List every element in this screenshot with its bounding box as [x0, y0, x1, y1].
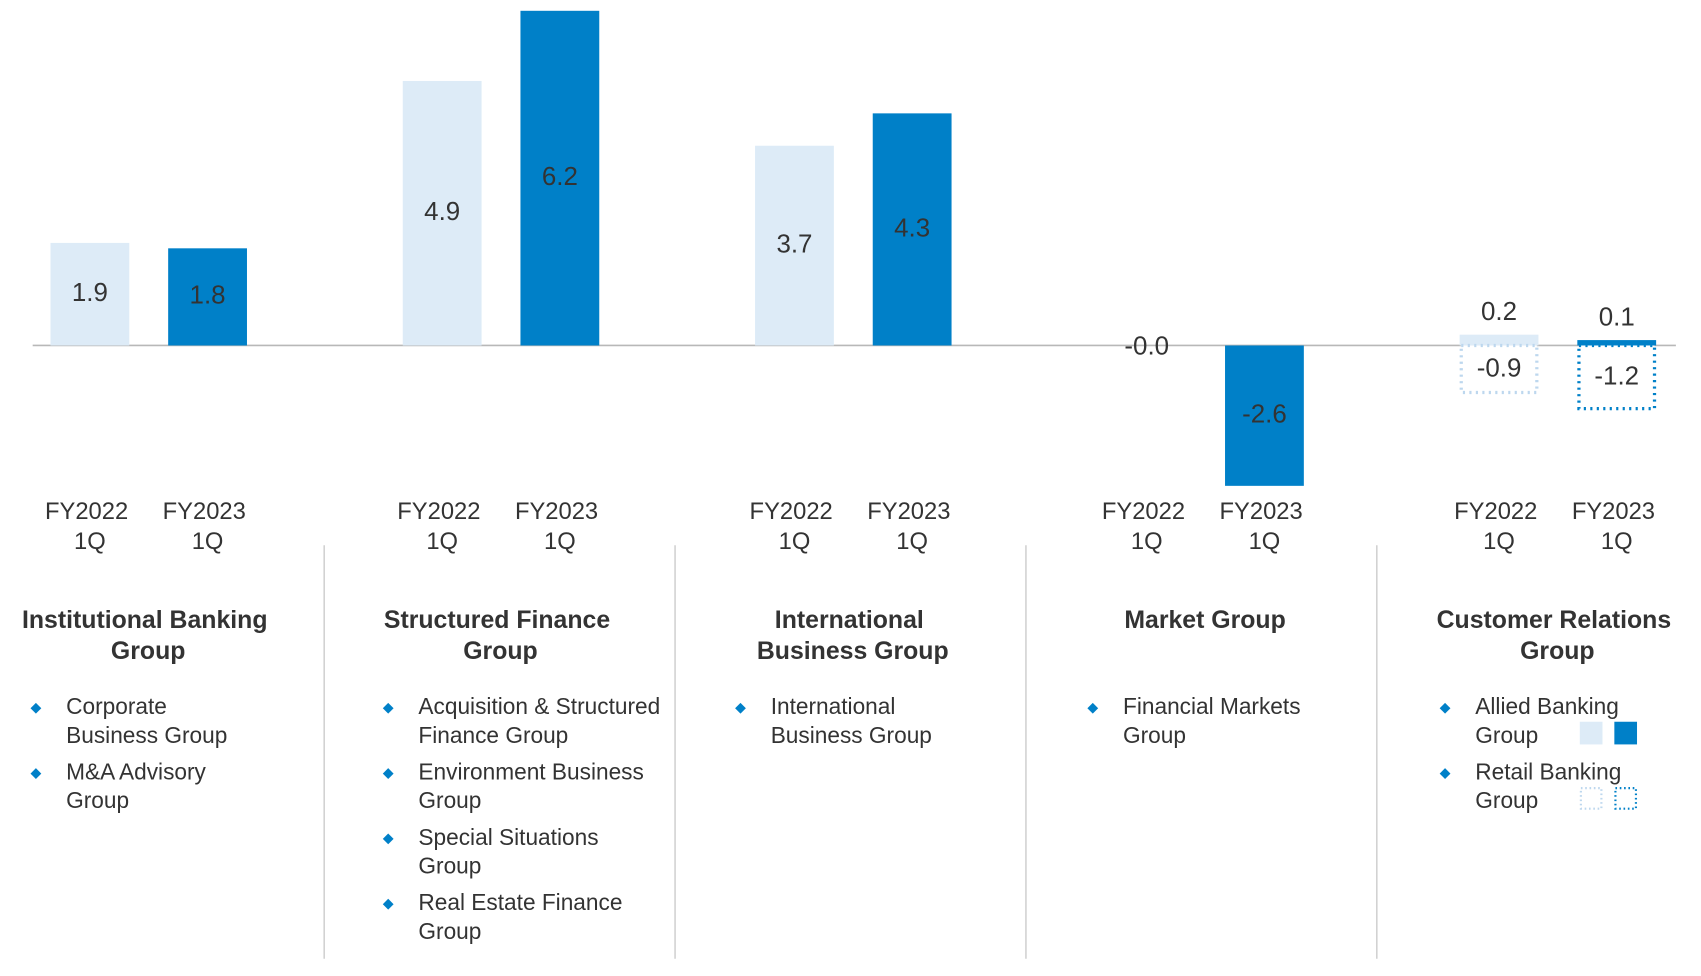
value-label: 0.1: [1599, 303, 1635, 331]
bar: [872, 113, 952, 346]
bar: [755, 145, 834, 346]
group-item: Allied Banking Group: [1475, 693, 1625, 748]
legend-swatch: [1614, 721, 1638, 745]
x-tick-label: FY2023 1Q: [163, 498, 253, 555]
group-item: Special Situations Group: [418, 824, 604, 879]
group-name: Institutional Banking Group: [22, 606, 274, 664]
value-label: -0.0: [1124, 332, 1169, 360]
x-tick-label: FY2023 1Q: [1220, 498, 1310, 555]
x-tick-label: FY2022 1Q: [1102, 498, 1192, 555]
group-item: Financial Markets Group: [1123, 693, 1307, 748]
bullet: [1087, 702, 1099, 714]
bar: [402, 80, 482, 346]
dividers: [323, 545, 1378, 959]
x-tick-label: FY2023 1Q: [867, 498, 957, 555]
bullet: [735, 702, 746, 714]
value-label: -1.2: [1594, 363, 1639, 391]
x-tick-label: FY2022 1Q: [45, 498, 135, 555]
bullet: [382, 898, 394, 910]
group-item: Acquisition & Structured Finance Group: [418, 693, 666, 748]
bullet: [382, 768, 394, 779]
group-item: M&A Advisory Group: [66, 759, 212, 814]
legend-swatch: [1614, 787, 1638, 810]
value-label: 6.2: [542, 163, 578, 191]
group-item: International Business Group: [771, 693, 932, 748]
x-tick-label: FY2022 1Q: [397, 498, 487, 555]
group-name: Market Group: [1124, 606, 1285, 633]
x-tick-label: FY2023 1Q: [515, 498, 605, 555]
group-item: Corporate Business Group: [66, 693, 227, 748]
bullet: [382, 702, 394, 714]
legend-swatch: [1579, 787, 1603, 810]
value-label: -0.9: [1477, 355, 1522, 383]
bar: [168, 248, 247, 346]
group-name: Structured Finance Group: [384, 606, 617, 664]
x-tick-label: FY2022 1Q: [1454, 498, 1544, 555]
bar: [1577, 343, 1657, 411]
bar: [1225, 345, 1304, 486]
group-item: Environment Business Group: [418, 759, 650, 814]
bullet: [382, 833, 394, 845]
group-name: Customer Relations Group: [1437, 606, 1678, 664]
value-label: 4.3: [894, 214, 930, 242]
value-label: -2.6: [1242, 401, 1287, 429]
value-label: 0.2: [1481, 298, 1517, 326]
bullet: [30, 768, 42, 779]
x-tick-label: FY2023 1Q: [1572, 498, 1662, 555]
legend-swatch: [1579, 721, 1603, 745]
value-label: 4.9: [424, 198, 460, 226]
bullet: [30, 702, 42, 714]
bar: [50, 242, 130, 346]
bar: [520, 10, 600, 346]
value-label: 1.9: [72, 279, 108, 307]
group-item: Real Estate Finance Group: [418, 889, 628, 944]
bullet: [1439, 702, 1451, 714]
bar: [1577, 340, 1657, 346]
bar: [1459, 343, 1539, 395]
x-tick-label: FY2022 1Q: [750, 498, 840, 555]
group-name: International Business Group: [757, 606, 949, 664]
value-label: 1.8: [190, 282, 226, 310]
bullet: [1439, 768, 1451, 779]
value-label: 3.7: [776, 230, 812, 258]
bar: [1459, 334, 1539, 346]
group-item: Retail Banking Group: [1475, 759, 1627, 814]
